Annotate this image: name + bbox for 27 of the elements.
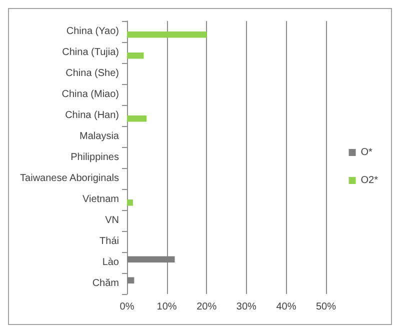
y-tick-label: China (Han) (65, 110, 119, 121)
bar (127, 277, 134, 284)
y-tick-label: Thái (100, 236, 119, 247)
y-tick-label: Lào (102, 257, 120, 268)
x-tick-label: 40% (276, 302, 296, 312)
y-tick-label: China (Miao) (62, 89, 119, 100)
y-tick-label: China (Tujia) (62, 47, 119, 58)
x-tick-label: 10% (156, 302, 177, 312)
legend-label: O2* (360, 175, 378, 186)
bar (127, 52, 144, 59)
x-tick-label: 50% (316, 302, 336, 312)
y-tick-label: Taiwanese Aboriginals (20, 173, 119, 184)
bar (127, 116, 146, 122)
legend-label: O* (360, 147, 373, 158)
y-tick-label: China (Yao) (66, 26, 119, 37)
y-tick-label: Malaysia (80, 131, 120, 142)
x-tick-label: 30% (236, 302, 257, 312)
y-tick-label: Philippines (70, 152, 119, 163)
bar (127, 200, 133, 206)
bar (127, 256, 175, 262)
y-tick-label: China (She) (66, 68, 119, 79)
bar (127, 32, 207, 38)
x-tick-label: 0% (120, 302, 134, 312)
y-tick-label: Vietnam (82, 194, 119, 205)
x-tick-label: 20% (196, 302, 217, 312)
y-tick-label: VN (105, 215, 119, 226)
y-tick-label: Chăm (92, 278, 119, 289)
